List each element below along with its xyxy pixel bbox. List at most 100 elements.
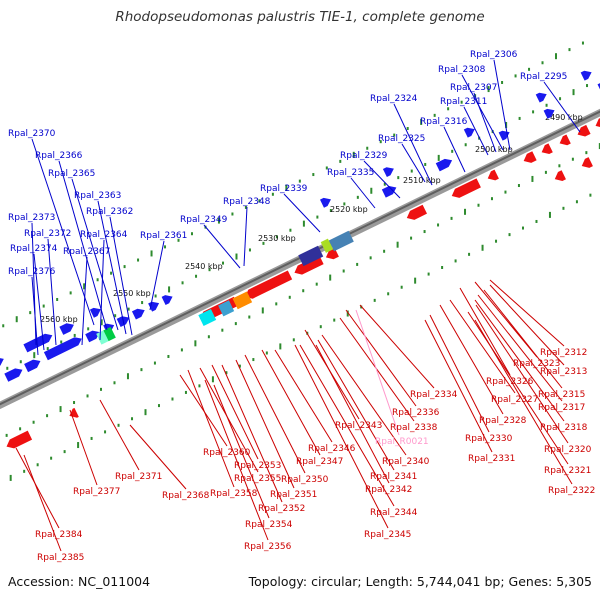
tick-mark bbox=[423, 230, 426, 234]
tick-mark bbox=[6, 366, 9, 370]
tick-mark bbox=[195, 274, 198, 278]
tick-mark bbox=[248, 248, 251, 252]
tick-mark bbox=[42, 304, 45, 308]
leader-line-group bbox=[15, 59, 581, 552]
leader-line-forward bbox=[31, 276, 39, 356]
gene-label-reverse: Rpal_2351 bbox=[270, 490, 317, 500]
leader-line-reverse bbox=[221, 364, 283, 503]
tick-mark bbox=[393, 133, 396, 137]
leader-line-reverse bbox=[467, 311, 569, 465]
feature-box bbox=[103, 326, 116, 342]
feature-box bbox=[298, 245, 324, 267]
tick-mark bbox=[544, 170, 547, 174]
tick-mark bbox=[32, 420, 35, 424]
tick-mark bbox=[141, 301, 144, 305]
tick-mark bbox=[194, 340, 197, 347]
feature-box bbox=[320, 238, 334, 253]
tick-mark bbox=[451, 149, 454, 153]
tick-mark bbox=[555, 53, 557, 60]
tick-mark bbox=[346, 310, 349, 317]
tick-mark bbox=[86, 394, 89, 398]
tick-mark bbox=[427, 272, 430, 276]
forward-gene-arrow bbox=[23, 333, 53, 353]
tick-mark bbox=[586, 84, 589, 88]
forward-gene-arrow bbox=[580, 70, 592, 81]
leader-line-reverse bbox=[483, 289, 563, 389]
tick-mark bbox=[137, 258, 140, 262]
tick-mark bbox=[198, 384, 201, 388]
forward-gene-arrow bbox=[59, 323, 74, 335]
leader-line-reverse bbox=[459, 287, 511, 376]
tick-mark bbox=[113, 381, 116, 385]
gene-label-reverse: Rpal_2344 bbox=[370, 508, 418, 518]
gene-label-reverse: Rpal_2326 bbox=[486, 377, 534, 387]
tick-mark bbox=[535, 219, 538, 223]
feature-box bbox=[232, 291, 253, 310]
leader-line-forward bbox=[363, 160, 401, 199]
leader-line-forward bbox=[109, 216, 133, 336]
tick-group: 2490 kbp 2500 kbp 2510 kbp 2520 kbp 2530 kbp… bbox=[2, 41, 600, 481]
tick-mark bbox=[356, 262, 359, 266]
gene-label-forward: Rpal_2306 bbox=[470, 50, 518, 60]
tick-mark bbox=[157, 404, 160, 408]
gene-label-forward: Rpal_2363 bbox=[74, 191, 121, 201]
tick-mark bbox=[505, 122, 508, 129]
tick-mark bbox=[447, 107, 450, 111]
tick-mark bbox=[545, 103, 548, 107]
tick-mark bbox=[302, 220, 305, 227]
gene-label-reverse: Rpal_2345 bbox=[364, 530, 411, 540]
tick-mark bbox=[366, 146, 369, 150]
tick-mark bbox=[302, 289, 305, 293]
leader-line-forward bbox=[283, 193, 321, 233]
tick-mark bbox=[73, 401, 76, 405]
gene-label-reverse: Rpal_2331 bbox=[468, 454, 515, 464]
gene-label-forward: Rpal_2308 bbox=[438, 65, 486, 75]
leader-line-reverse bbox=[23, 454, 62, 552]
tick-mark bbox=[131, 417, 134, 421]
gene-label-forward: Rpal_2316 bbox=[420, 117, 468, 127]
tick-mark bbox=[265, 351, 268, 355]
tick-mark bbox=[433, 113, 436, 117]
ruler-tick-label: 2550 kbp bbox=[113, 289, 151, 298]
forward-gene-arrow bbox=[89, 307, 101, 318]
tick-mark bbox=[406, 127, 409, 131]
reverse-gene-arrow bbox=[523, 151, 537, 163]
tick-mark bbox=[342, 269, 345, 273]
gene-label-reverse: Rpal_2328 bbox=[479, 416, 527, 426]
leader-line-reverse bbox=[449, 299, 516, 394]
gene-label-forward: Rpal_2366 bbox=[35, 151, 83, 161]
reverse-gene-arrow bbox=[581, 157, 593, 168]
tick-mark bbox=[581, 41, 584, 45]
tick-mark bbox=[460, 100, 463, 104]
tick-mark bbox=[153, 361, 156, 365]
tick-mark bbox=[370, 187, 373, 194]
forward-gene-arrow bbox=[320, 197, 331, 208]
gene-label-reverse: Rpal_2315 bbox=[538, 390, 585, 400]
tick-mark bbox=[387, 292, 390, 296]
reverse-gene-arrow bbox=[541, 143, 553, 155]
forward-gene-arrow bbox=[0, 358, 4, 366]
reverse-gene-arrow bbox=[294, 255, 324, 275]
leader-line-forward bbox=[350, 177, 376, 209]
tick-mark bbox=[2, 324, 5, 328]
forward-gene-arrow bbox=[597, 83, 600, 90]
tick-mark bbox=[481, 244, 484, 251]
tick-mark bbox=[598, 143, 600, 150]
tick-mark bbox=[495, 239, 498, 243]
leader-line-reverse bbox=[317, 339, 395, 471]
leader-line-reverse bbox=[359, 304, 435, 389]
tick-mark bbox=[464, 143, 467, 147]
leader-line-reverse bbox=[489, 279, 565, 347]
gene-label-reverse: Rpal_2353 bbox=[234, 461, 281, 471]
leader-line-reverse bbox=[15, 447, 60, 529]
tick-mark bbox=[23, 469, 26, 473]
tick-mark bbox=[248, 315, 251, 319]
leader-line-reverse bbox=[235, 359, 295, 489]
tick-mark bbox=[518, 116, 521, 120]
tick-mark bbox=[589, 193, 592, 197]
leader-line-reverse bbox=[129, 424, 187, 490]
leader-line-forward bbox=[493, 59, 511, 151]
tick-mark bbox=[373, 298, 376, 302]
tick-mark bbox=[100, 319, 103, 326]
